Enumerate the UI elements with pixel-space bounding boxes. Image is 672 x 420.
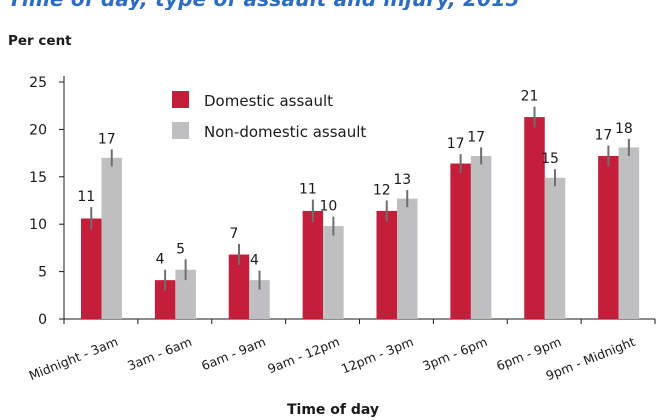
x-category-label: 3pm - 6pm: [420, 334, 489, 374]
x-category-label: 9am - 12pm: [265, 334, 341, 376]
x-category-label: 6am - 9am: [199, 334, 268, 373]
legend-label: Domestic assault: [204, 92, 333, 110]
y-tick-label: 20: [29, 122, 47, 138]
data-label: 12: [373, 183, 391, 199]
bar: [470, 155, 492, 319]
x-category-label: Midnight - 3am: [27, 334, 120, 383]
x-category-label: 12pm - 3pm: [339, 334, 416, 377]
data-label: 5: [176, 241, 185, 257]
bar: [101, 157, 122, 319]
legend-swatch: [172, 91, 189, 108]
bar: [154, 280, 176, 319]
legend-label: Non-domestic assault: [204, 123, 366, 141]
data-label: 17: [467, 129, 485, 145]
y-tick-label: 15: [29, 170, 47, 186]
data-label: 7: [230, 226, 239, 242]
y-tick-label: 25: [29, 75, 47, 91]
data-label: 4: [156, 252, 165, 268]
bar: [618, 147, 640, 319]
y-axis: 0 5 10 15 20 25: [29, 75, 65, 328]
y-tick-label: 0: [38, 312, 47, 328]
legend: Domestic assault Non-domestic assault: [172, 91, 366, 141]
bar: [376, 210, 397, 319]
legend-swatch: [172, 122, 189, 139]
data-label: 15: [541, 151, 559, 167]
data-label: 11: [299, 182, 317, 198]
y-axis-label: Per cent: [8, 33, 72, 49]
bar: [249, 280, 270, 319]
y-tick-label: 10: [29, 217, 47, 233]
data-label: 17: [447, 136, 465, 152]
y-tick-label: 5: [38, 265, 47, 281]
bar: [544, 177, 566, 319]
data-label: 10: [319, 199, 337, 215]
bar: [397, 198, 418, 319]
page-title-text: Time of day, type of assault and injury,…: [8, 0, 520, 10]
bar: [524, 117, 545, 320]
x-category-label: 3am - 6am: [125, 334, 194, 373]
bar: [598, 155, 619, 319]
bar: [81, 218, 102, 319]
bar: [302, 210, 324, 319]
data-label: 17: [594, 128, 612, 144]
page-title-partial: Time of day, type of assault and injury,…: [0, 0, 672, 10]
bar: [450, 163, 471, 319]
data-label: 18: [615, 121, 633, 137]
data-label: 13: [393, 172, 411, 188]
data-label: 11: [77, 189, 95, 205]
data-label: 21: [521, 89, 539, 105]
bar: [175, 269, 196, 319]
data-label: 4: [250, 253, 259, 269]
bar: [323, 226, 344, 319]
bar: [228, 254, 250, 319]
x-axis-label: Time of day: [287, 402, 379, 418]
data-label: 17: [98, 131, 116, 147]
